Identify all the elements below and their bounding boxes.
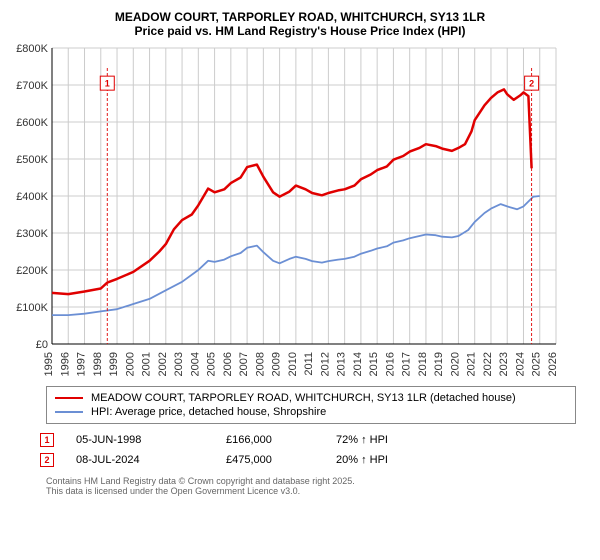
svg-text:2000: 2000 (124, 352, 136, 376)
point-date: 08-JUL-2024 (76, 454, 226, 466)
svg-text:2022: 2022 (482, 352, 494, 376)
svg-text:2021: 2021 (466, 352, 478, 376)
legend-swatch (55, 411, 83, 413)
legend-row: MEADOW COURT, TARPORLEY ROAD, WHITCHURCH… (55, 391, 567, 405)
svg-text:2011: 2011 (303, 352, 315, 376)
svg-text:£700K: £700K (16, 80, 48, 92)
svg-text:2009: 2009 (271, 352, 283, 376)
chart-title-line1: MEADOW COURT, TARPORLEY ROAD, WHITCHURCH… (10, 10, 590, 24)
svg-text:£500K: £500K (16, 154, 48, 166)
point-price: £475,000 (226, 454, 336, 466)
svg-text:2008: 2008 (254, 352, 266, 376)
svg-text:£800K: £800K (16, 43, 48, 55)
legend: MEADOW COURT, TARPORLEY ROAD, WHITCHURCH… (46, 386, 576, 424)
legend-row: HPI: Average price, detached house, Shro… (55, 405, 567, 419)
svg-text:1995: 1995 (43, 352, 55, 376)
svg-text:£0: £0 (36, 339, 48, 351)
line-chart: £0 £100K £200K £300K £400K £500K £600K £700K £80… (10, 42, 570, 382)
svg-text:£200K: £200K (16, 265, 48, 277)
attribution-footer: Contains HM Land Registry data © Crown c… (46, 476, 576, 496)
legend-label: HPI: Average price, detached house, Shro… (91, 406, 326, 418)
svg-text:2024: 2024 (514, 352, 526, 376)
svg-text:£300K: £300K (16, 228, 48, 240)
svg-text:1997: 1997 (76, 352, 88, 376)
svg-text:2016: 2016 (384, 352, 396, 376)
point-marker: 2 (40, 453, 54, 467)
svg-text:1999: 1999 (108, 352, 120, 376)
svg-text:£600K: £600K (16, 117, 48, 129)
svg-text:2005: 2005 (206, 352, 218, 376)
svg-text:1998: 1998 (92, 352, 104, 376)
svg-text:2020: 2020 (449, 352, 461, 376)
svg-text:£100K: £100K (16, 302, 48, 314)
point-marker: 1 (40, 433, 54, 447)
svg-text:2018: 2018 (417, 352, 429, 376)
footer-line2: This data is licensed under the Open Gov… (46, 486, 576, 496)
svg-text:2010: 2010 (287, 352, 299, 376)
svg-text:2007: 2007 (238, 352, 250, 376)
point-date: 05-JUN-1998 (76, 434, 226, 446)
chart-title-line2: Price paid vs. HM Land Registry's House … (10, 24, 590, 38)
svg-text:2012: 2012 (319, 352, 331, 376)
point-delta: 72% ↑ HPI (336, 434, 388, 446)
svg-text:2: 2 (529, 79, 534, 89)
point-delta: 20% ↑ HPI (336, 454, 388, 466)
svg-text:£400K: £400K (16, 191, 48, 203)
footer-line1: Contains HM Land Registry data © Crown c… (46, 476, 576, 486)
svg-text:2025: 2025 (531, 352, 543, 376)
svg-text:2004: 2004 (189, 352, 201, 376)
sale-point-row: 1 05-JUN-1998£166,00072% ↑ HPI (40, 430, 576, 450)
svg-text:2013: 2013 (336, 352, 348, 376)
legend-label: MEADOW COURT, TARPORLEY ROAD, WHITCHURCH… (91, 392, 516, 404)
point-price: £166,000 (226, 434, 336, 446)
svg-text:2026: 2026 (547, 352, 559, 376)
svg-text:2017: 2017 (401, 352, 413, 376)
svg-text:1996: 1996 (59, 352, 71, 376)
svg-text:1: 1 (105, 79, 110, 89)
chart-container: £0 £100K £200K £300K £400K £500K £600K £700K £80… (10, 42, 590, 382)
svg-text:2003: 2003 (173, 352, 185, 376)
svg-text:2023: 2023 (498, 352, 510, 376)
svg-text:2002: 2002 (157, 352, 169, 376)
svg-text:2006: 2006 (222, 352, 234, 376)
sale-points-table: 1 05-JUN-1998£166,00072% ↑ HPI 2 08-JUL-202… (40, 430, 576, 470)
svg-text:2015: 2015 (368, 352, 380, 376)
svg-text:2019: 2019 (433, 352, 445, 376)
sale-point-row: 2 08-JUL-2024£475,00020% ↑ HPI (40, 450, 576, 470)
svg-text:2001: 2001 (141, 352, 153, 376)
svg-text:2014: 2014 (352, 352, 364, 376)
legend-swatch (55, 397, 83, 399)
